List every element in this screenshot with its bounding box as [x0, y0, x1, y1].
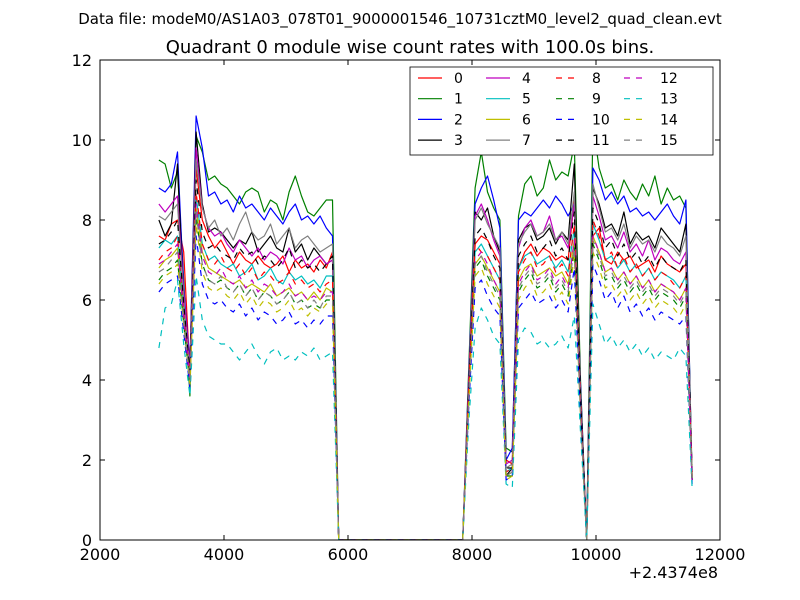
x-tick-label: 12000: [695, 545, 746, 564]
legend-label-12: 12: [660, 71, 678, 87]
y-tick-label: 6: [82, 291, 92, 310]
series-line-5: [158, 195, 693, 540]
x-tick-label: 10000: [571, 545, 622, 564]
y-tick-label: 4: [82, 371, 92, 390]
x-tick-label: 2000: [80, 545, 121, 564]
legend-label-1: 1: [454, 92, 463, 108]
series-line-1: [158, 123, 693, 540]
y-tick-label: 2: [82, 451, 92, 470]
series-line-13: [158, 275, 693, 540]
x-tick-label: 8000: [452, 545, 493, 564]
series-line-11: [158, 179, 693, 540]
x-tick-label: 6000: [328, 545, 369, 564]
series-line-7: [158, 159, 693, 540]
legend-label-4: 4: [522, 71, 531, 87]
legend-label-13: 13: [660, 92, 678, 108]
series-line-0: [158, 167, 693, 540]
legend-label-0: 0: [454, 71, 463, 87]
y-tick-label: 12: [72, 51, 92, 70]
chart-title: Quadrant 0 module wise count rates with …: [166, 37, 655, 58]
figure-suptitle: Data file: modeM0/AS1A03_078T01_90000015…: [78, 10, 722, 29]
series-lines: [158, 115, 693, 540]
series-line-14: [158, 223, 693, 540]
y-tick-label: 10: [72, 131, 92, 150]
legend-label-8: 8: [592, 71, 601, 87]
y-tick-label: 0: [82, 531, 92, 550]
legend-label-11: 11: [592, 133, 610, 149]
legend-label-14: 14: [660, 112, 678, 128]
x-tick-label: 4000: [204, 545, 245, 564]
x-axis-offset-label: +2.4374e8: [629, 563, 718, 582]
legend-label-6: 6: [522, 112, 531, 128]
series-line-8: [158, 191, 693, 540]
legend-label-9: 9: [592, 92, 601, 108]
series-line-4: [158, 147, 693, 540]
legend-label-5: 5: [522, 92, 531, 108]
legend-label-7: 7: [522, 133, 531, 149]
series-line-2: [158, 115, 693, 540]
y-tick-label: 8: [82, 211, 92, 230]
series-line-12: [158, 203, 693, 540]
legend-label-10: 10: [592, 112, 610, 128]
legend-label-2: 2: [454, 112, 463, 128]
legend-label-15: 15: [660, 133, 678, 149]
series-line-3: [158, 131, 693, 540]
series-line-9: [158, 215, 693, 540]
legend-label-3: 3: [454, 133, 463, 149]
